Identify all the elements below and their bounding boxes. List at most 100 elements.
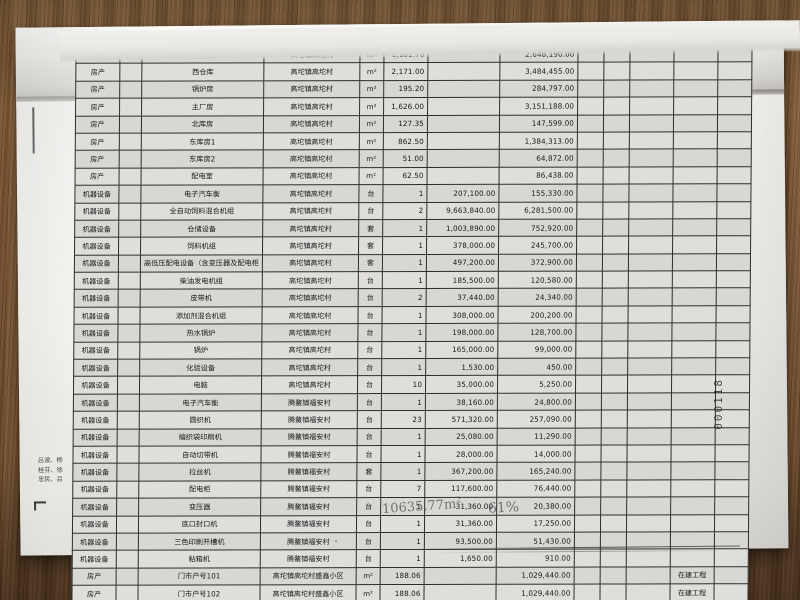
cell-spacer <box>116 515 139 534</box>
cell-c9 <box>602 305 629 324</box>
cell-c9 <box>601 410 628 428</box>
cell-location: 腾鳌镇福安村 <box>260 462 357 481</box>
cell-original_value <box>428 33 501 46</box>
cell-category: 机器设备 <box>74 237 119 255</box>
cell-name: 三色印刷开槽机 <box>138 532 261 551</box>
cell-location: 高坨镇高坨村 <box>263 97 360 116</box>
cell-spacer <box>117 376 140 394</box>
cell-quantity: 1 <box>381 393 426 411</box>
cell-remark <box>674 32 719 45</box>
cell-c10 <box>626 479 671 498</box>
cell-c12 <box>714 566 749 584</box>
cell-category: 机器设备 <box>74 220 119 238</box>
cell-remark <box>671 410 716 428</box>
cell-name: 热水锅炉 <box>139 324 262 342</box>
cell-category: 机器设备 <box>73 324 118 342</box>
cell-c8 <box>577 149 604 167</box>
cell-category: 房产 <box>71 585 117 600</box>
cell-name: 配电室 <box>141 167 264 186</box>
cell-c12 <box>714 514 749 532</box>
dust-speck <box>335 540 337 542</box>
cell-spacer <box>118 254 141 273</box>
table-row: 机器设备 高低压配电设备（含变压器及配电柜 高坨镇高坨村套 1 497,200.00 37… <box>74 253 751 273</box>
cell-c9 <box>600 514 627 532</box>
cell-c10 <box>626 549 671 567</box>
cell-remark <box>670 514 715 532</box>
cell-remark <box>672 236 717 254</box>
cell-remark <box>673 62 718 80</box>
cell-appraised_value: 120,580.00 <box>498 271 577 289</box>
cell-appraised_value: 1,029,440.00 <box>496 566 575 585</box>
cell-c8 <box>577 62 604 80</box>
cell-quantity: 1,626.00 <box>383 97 428 116</box>
cell-original_value: 367,200.00 <box>424 462 497 481</box>
handwritten-margin-names: 吕波、杨 桂芬、徐 忠民、吕 <box>37 456 63 484</box>
cell-unit: 台 <box>356 480 381 498</box>
cell-spacer <box>119 98 142 116</box>
table-row: 机器设备 电子汽车衡 腾鳌镇福安村台 1 38,160.00 24,800.00 <box>73 392 750 412</box>
cell-appraised_value: 86,438.00 <box>499 166 578 185</box>
cell-quantity: 1 <box>381 323 426 342</box>
cell-location: 高坨镇高坨村 <box>262 184 360 203</box>
cell-spacer <box>116 498 139 516</box>
cell-c8 <box>576 305 603 324</box>
cell-c9 <box>602 253 629 272</box>
cell-unit: 台 <box>357 428 382 446</box>
cell-c12 <box>715 340 750 358</box>
cell-c10 <box>629 166 674 185</box>
cell-c9 <box>603 114 630 133</box>
cell-c9 <box>603 131 630 150</box>
cell-spacer <box>116 463 139 481</box>
cell-remark <box>672 218 717 237</box>
cell-c9 <box>600 479 627 498</box>
cell-name: 配电柜 <box>138 480 261 499</box>
cell-unit: 台 <box>358 202 383 220</box>
cell-c9 <box>601 392 628 411</box>
cell-c10 <box>626 497 671 515</box>
cell-c9 <box>602 184 630 202</box>
cell-c10 <box>628 270 673 289</box>
cell-category: 机器设备 <box>73 393 118 412</box>
cell-name: 编织袋印刷机 <box>139 428 262 447</box>
cell-c10 <box>628 305 673 324</box>
cell-remark <box>671 340 716 358</box>
cell-unit: 台 <box>356 549 381 568</box>
cell-unit: m² <box>360 33 385 46</box>
table-row: 机器设备 全自动饲料混合机组 高坨镇高坨村台 2 9,663,840.00 6,281,5… <box>74 201 751 221</box>
cell-category: 房产 <box>75 63 120 82</box>
cell-original_value: 31,360.00 <box>424 514 497 533</box>
cell-c8 <box>577 132 604 150</box>
cell-unit: m² <box>359 115 384 133</box>
cell-name: 主厂房 <box>141 98 264 116</box>
cell-c12 <box>716 236 751 254</box>
cell-category: 房产 <box>75 167 120 186</box>
cell-original_value: 38,160.00 <box>425 393 498 411</box>
cell-c12 <box>715 357 750 376</box>
cell-spacer <box>117 428 140 447</box>
cell-c9 <box>600 497 627 515</box>
cell-appraised_value: 155,330.00 <box>498 184 578 202</box>
cell-remark <box>672 288 717 306</box>
cell-c9 <box>603 149 630 167</box>
cell-remark <box>673 96 718 115</box>
cell-appraised_value: 11,290.00 <box>497 427 576 446</box>
cell-location: 高坨镇高坨村 <box>262 271 359 290</box>
cell-remark <box>671 375 716 393</box>
table-row: 机器设备 仓储设备 高坨镇高坨村套 1 1,003,890.00 752,920.00 <box>74 218 751 238</box>
cell-c8 <box>576 236 603 254</box>
cell-c12 <box>715 427 750 445</box>
cell-location: 高坨镇高坨村 <box>263 115 360 133</box>
cell-c8 <box>575 340 602 359</box>
cell-spacer <box>117 393 140 412</box>
cell-name: 全自动饲料混合机组 <box>140 202 263 221</box>
cell-quantity: 1 <box>381 341 426 359</box>
cell-remark <box>670 549 715 567</box>
cell-original_value <box>423 584 497 600</box>
cell-c8 <box>577 114 604 133</box>
table-row: 机器设备 拉丝机 腾鳌镇福安村套 1 367,200.00 165,240.00 <box>72 462 749 482</box>
cell-c10 <box>628 184 674 202</box>
cell-spacer <box>116 550 139 568</box>
cell-c8 <box>574 479 601 498</box>
cell-c8 <box>573 584 601 600</box>
cell-name: 圆织机 <box>139 411 262 429</box>
